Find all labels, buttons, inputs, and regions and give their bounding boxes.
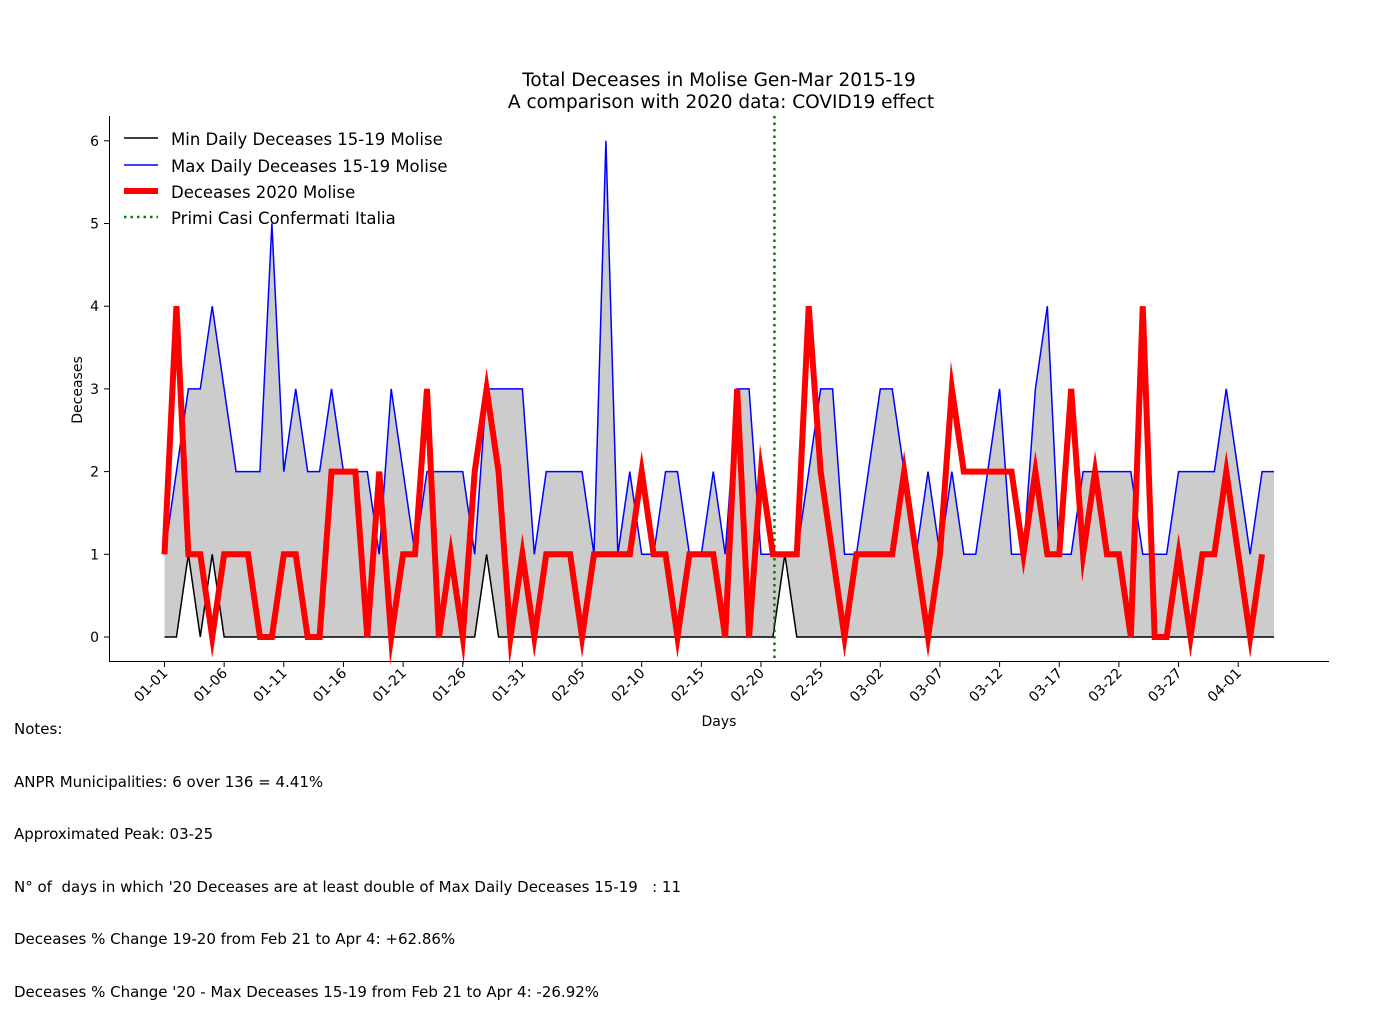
legend-label-min: Min Daily Deceases 15-19 Molise: [171, 130, 443, 149]
x-tick-label: 03-02: [847, 666, 887, 706]
x-axis-label: Days: [702, 714, 737, 730]
y-tick-label: 5: [90, 217, 99, 233]
x-tick-label: 03-22: [1086, 666, 1126, 706]
x-tick-label: 04-01: [1205, 666, 1245, 706]
series-line-min-daily: [164, 554, 1274, 638]
min-max-range-band: [164, 140, 1274, 638]
y-tick-label: 3: [90, 382, 99, 398]
note-peak: Approximated Peak: 03-25: [14, 825, 214, 843]
x-tick-label: 03-12: [966, 666, 1006, 706]
legend-label-max: Max Daily Deceases 15-19 Molise: [171, 157, 448, 176]
y-ticks: 0 1 2 3 4 5 6: [90, 134, 109, 646]
note-municipalities: ANPR Municipalities: 6 over 136 = 4.41%: [14, 772, 324, 791]
y-tick-label: 4: [90, 299, 99, 315]
note-double-days: N° of days in which '20 Deceases are at …: [14, 877, 682, 896]
chart-subtitle: A comparison with 2020 data: COVID19 eff…: [508, 92, 934, 113]
notes-block: Notes: ANPR Municipalities: 6 over 136 =…: [14, 686, 681, 1019]
plot-area: [161, 116, 1274, 665]
chart-title: Total Deceases in Molise Gen-Mar 2015-19: [521, 70, 916, 91]
x-tick-label: 02-25: [787, 666, 827, 706]
legend: Min Daily Deceases 15-19 Molise Max Dail…: [124, 130, 448, 228]
x-tick-label: 03-17: [1026, 666, 1066, 706]
note-change-20-max: Deceases % Change '20 - Max Deceases 15-…: [14, 982, 600, 1001]
legend-label-2020: Deceases 2020 Molise: [171, 183, 355, 202]
note-change-19-20: Deceases % Change 19-20 from Feb 21 to A…: [14, 930, 456, 948]
deceases-chart: Total Deceases in Molise Gen-Mar 2015-19…: [70, 70, 1329, 730]
legend-label-first-cases: Primi Casi Confermati Italia: [171, 209, 396, 228]
x-tick-label: 03-27: [1145, 666, 1185, 706]
x-tick-label: 03-07: [907, 666, 947, 706]
y-tick-label: 6: [90, 134, 99, 150]
y-tick-label: 1: [90, 547, 99, 563]
y-tick-label: 2: [90, 465, 99, 481]
series-line-2020: [161, 305, 1266, 665]
notes-heading: Notes:: [14, 720, 63, 738]
y-tick-label: 0: [90, 630, 99, 646]
x-tick-label: 02-20: [728, 666, 768, 706]
y-axis-label: Deceases: [70, 356, 86, 423]
